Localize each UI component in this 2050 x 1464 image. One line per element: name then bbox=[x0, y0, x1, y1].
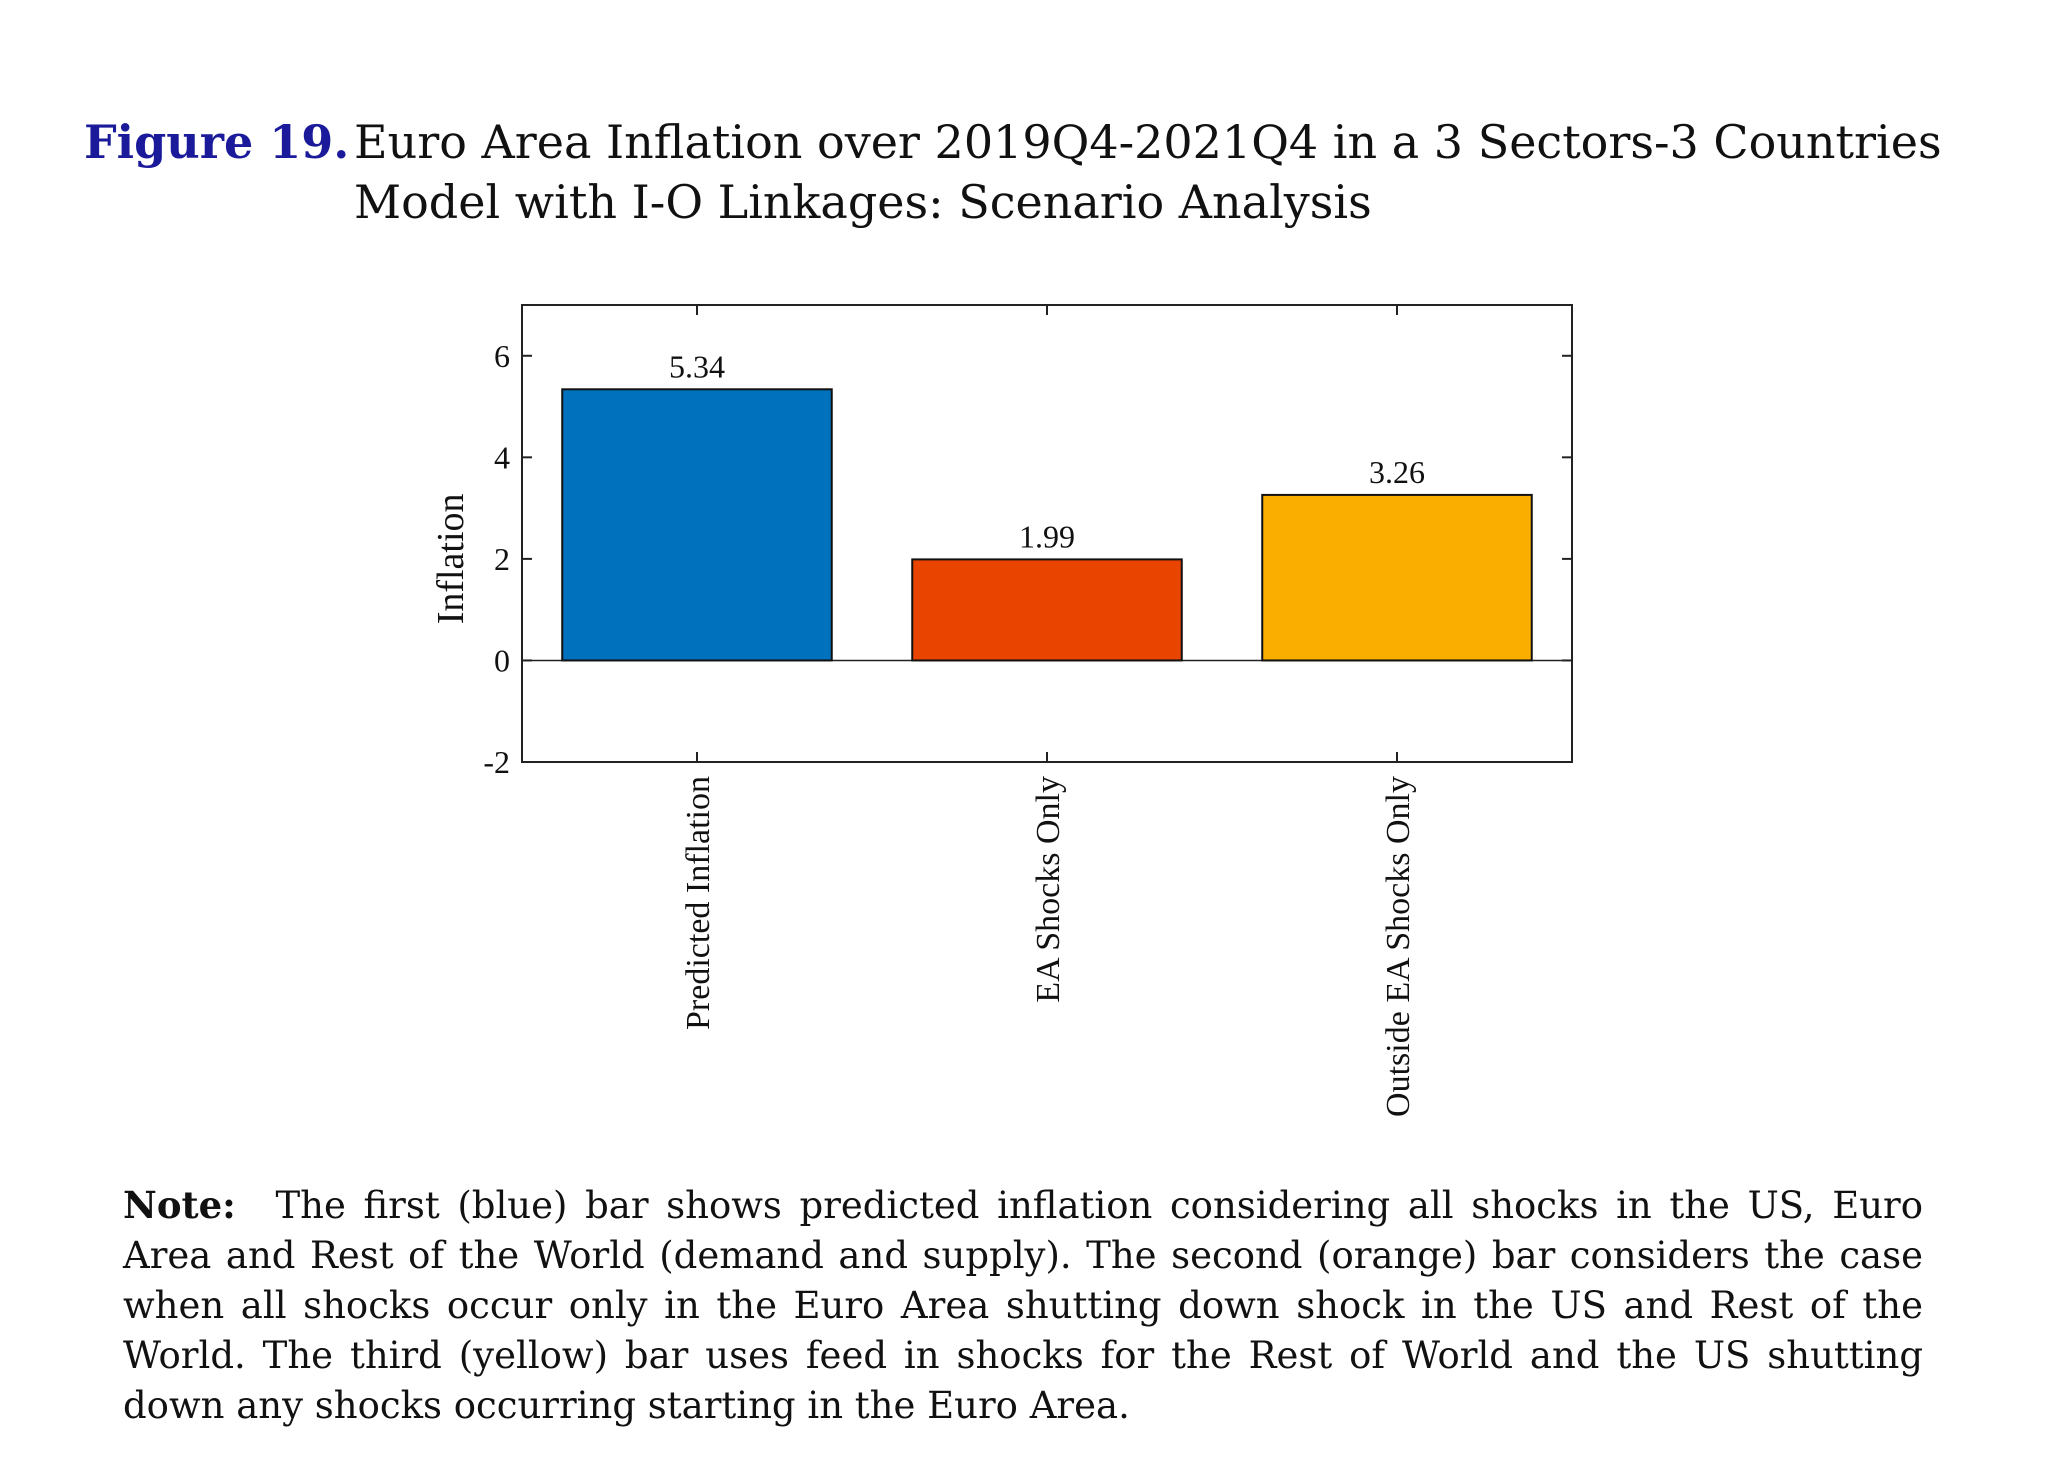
y-tick-label: 4 bbox=[494, 439, 510, 475]
bar-chart: -2 0 2 4 6 Inflation 5.34 Predicted Inflation 1.… bbox=[430, 304, 1573, 1117]
figure-title: Euro Area Inflation over 2019Q4-2021Q4 i… bbox=[354, 115, 1942, 229]
bar bbox=[561, 388, 833, 662]
figure-label: Figure 19. bbox=[84, 115, 350, 169]
bar bbox=[911, 558, 1183, 662]
note-text: The first (blue) bar shows predicted inf… bbox=[123, 1184, 1923, 1427]
y-tick-label: 6 bbox=[494, 338, 510, 374]
bar-value-label: 3.26 bbox=[1369, 454, 1425, 490]
y-tick-label: 2 bbox=[494, 541, 510, 577]
bar-value-label: 5.34 bbox=[669, 348, 725, 384]
y-tick-label: 0 bbox=[494, 642, 510, 678]
x-category-label: Outside EA Shocks Only bbox=[1380, 776, 1417, 1117]
figure-note: Note: The first (blue) bar shows predict… bbox=[123, 1180, 1923, 1431]
bar-value-label: 1.99 bbox=[1019, 518, 1075, 554]
bar bbox=[1261, 493, 1533, 662]
y-tick-label: -2 bbox=[483, 744, 510, 780]
x-category-label: EA Shocks Only bbox=[1030, 776, 1067, 1003]
x-category-label: Predicted Inflation bbox=[680, 776, 717, 1030]
note-label: Note: bbox=[123, 1183, 236, 1227]
y-axis-label: Inflation bbox=[430, 493, 472, 624]
